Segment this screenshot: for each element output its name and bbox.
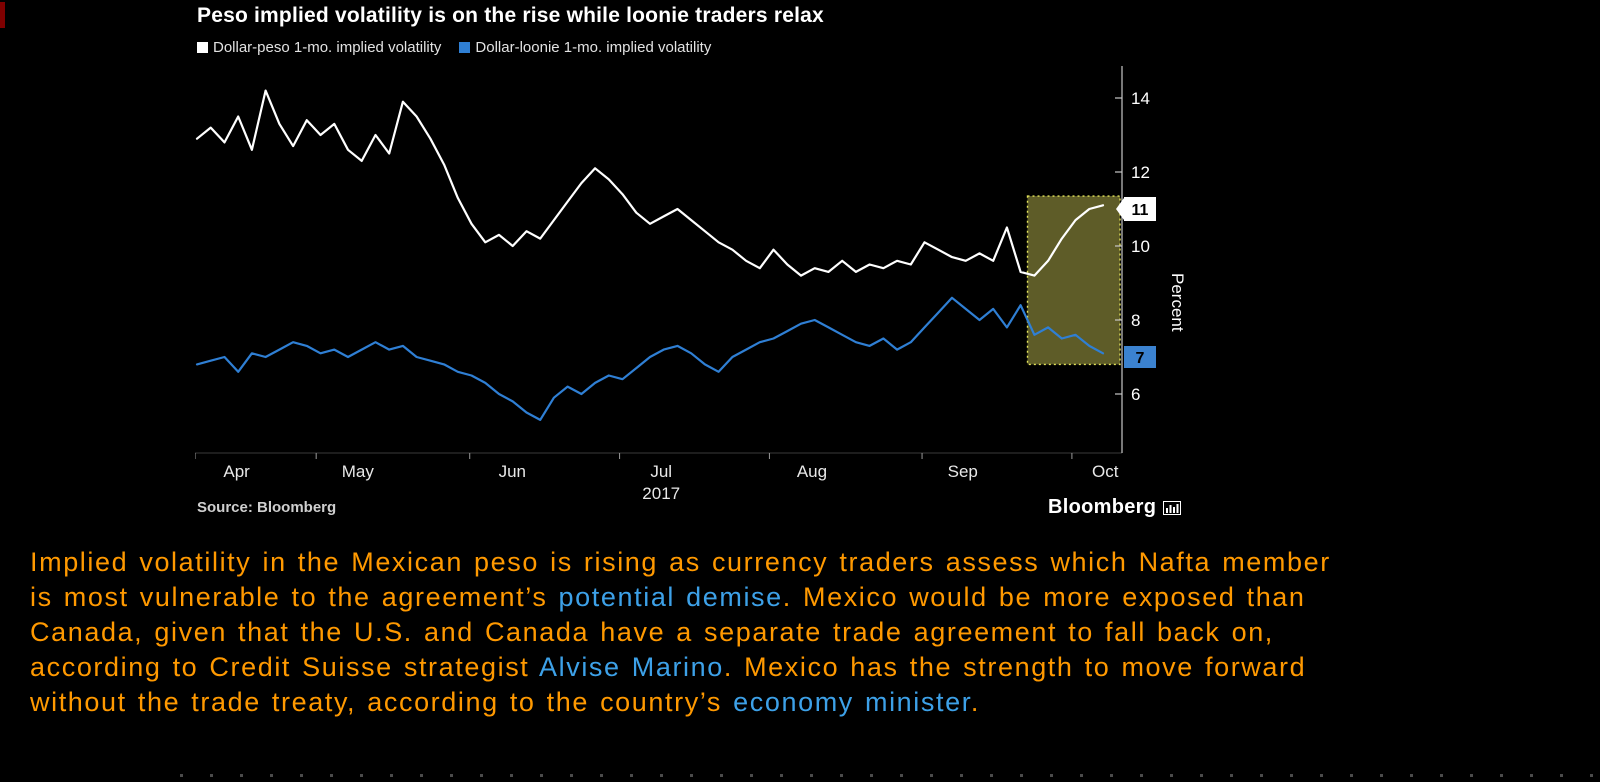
bloomberg-logo-icon [1163,500,1182,515]
legend-item-peso: Dollar-peso 1-mo. implied volatility [197,39,441,56]
x-month-label: Jun [499,462,526,481]
bottom-dotted-rule [180,774,1600,777]
article-text: Implied volatility in the Mexican peso i… [30,545,1360,720]
bloomberg-wordmark: Bloomberg [1048,496,1157,518]
y-tick-label: 14 [1131,89,1150,108]
x-month-label: Aug [797,462,827,481]
window-edge-accent [0,2,5,28]
article-link[interactable]: economy minister [733,687,971,717]
article-text-run: . Mexico would be more exposed than Cana… [30,582,1306,682]
peso-series-swatch-icon [197,42,208,53]
article-text-run: . [970,687,980,717]
article-text-run: . Mexico has the strength to move forwar… [30,652,1307,717]
loonie-series-swatch-icon [459,42,471,53]
y-axis-title: Percent [1168,273,1187,332]
article-link[interactable]: potential demise [558,582,783,612]
loonie-series-line [195,296,1105,421]
legend-label-loonie: Dollar-loonie 1-mo. implied volatility [475,39,712,56]
y-tick-label: 8 [1131,311,1140,330]
chart-title: Peso implied volatility is on the rise w… [197,4,824,27]
volatility-line-chart: 6 8 10 12 14 Apr May Jun Jul Aug Sep Oct 2017 11 7 Perc… [195,66,1187,503]
x-month-label: May [342,462,375,481]
last-value-badge [1124,346,1156,368]
article-text-run: Implied volatility in the Mexican peso i… [30,547,1331,612]
badge-arrow [1116,198,1124,220]
y-tick-label: 12 [1131,163,1150,182]
last-value-badge-label: 7 [1136,350,1145,367]
legend-item-loonie: Dollar-loonie 1-mo. implied volatility [459,39,711,56]
peso-series-line [195,89,1105,277]
x-month-label: Sep [948,462,978,481]
x-month-label: Oct [1092,462,1119,481]
bloomberg-attribution: Bloomberg [1048,496,1182,519]
x-month-label: Jul [650,462,672,481]
y-tick-label: 10 [1131,237,1150,256]
source-note: Source: Bloomberg [197,499,337,516]
y-tick-label: 6 [1131,385,1140,404]
article-link[interactable]: Alvise Marino [539,652,724,682]
last-value-badge [1124,197,1156,221]
chart-legend: Dollar-peso 1-mo. implied volatility Dol… [197,39,711,56]
x-year-label: 2017 [642,484,680,503]
x-month-label: Apr [223,462,250,481]
legend-label-peso: Dollar-peso 1-mo. implied volatility [213,39,442,56]
last-value-badge-label: 11 [1132,202,1149,219]
